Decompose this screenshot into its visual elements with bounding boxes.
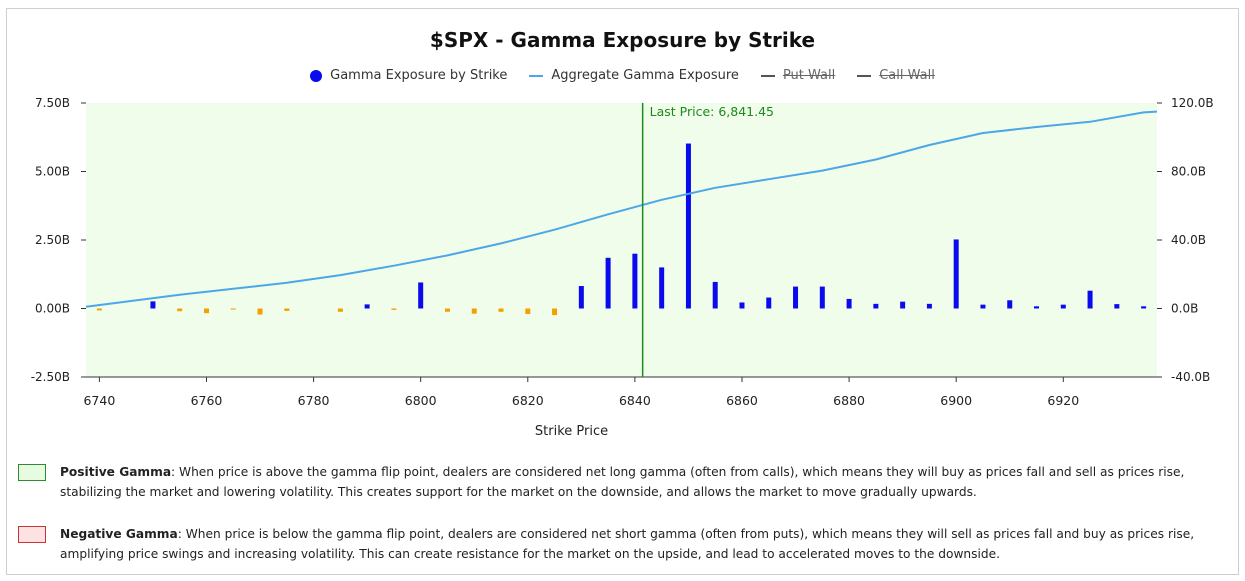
legend-line-icon: [857, 74, 872, 77]
x-axis-label: Strike Price: [535, 424, 608, 439]
gamma-bar: [819, 286, 825, 309]
x-tick-label: 6820: [512, 393, 544, 408]
gamma-bar: [391, 308, 397, 310]
x-tick-label: 6800: [405, 393, 437, 408]
gamma-bar: [498, 308, 504, 312]
legend-line-icon: [760, 74, 775, 77]
legend-item-put-wall[interactable]: Put Wall: [760, 68, 836, 83]
legend-dot-icon: [310, 69, 323, 82]
gamma-bar: [712, 281, 718, 309]
gamma-bar: [1060, 304, 1066, 309]
gamma-chart: 7.50B 5.00B 2.50B 0.00B -2.50B 120.0B 80.0B 40.…: [31, 96, 1214, 439]
gamma-bar: [257, 308, 263, 315]
legend-label: Aggregate Gamma Exposure: [551, 68, 739, 83]
gamma-bar: [1141, 306, 1147, 309]
legend-label: Put Wall: [782, 68, 836, 83]
gamma-bar: [337, 308, 343, 312]
y-right-tick-label: 120.0B: [1171, 96, 1214, 110]
y-right-tick-label: 40.0B: [1171, 233, 1206, 247]
gamma-bar: [793, 286, 799, 309]
gamma-bar: [578, 286, 584, 309]
y-left-tick-label: 2.50B: [35, 233, 70, 247]
legend-line-icon: [529, 74, 544, 77]
x-tick-label: 6780: [298, 393, 330, 408]
gamma-bar: [1087, 290, 1093, 309]
gamma-bar: [953, 239, 959, 309]
gamma-bar: [685, 143, 691, 309]
gamma-bar: [900, 301, 906, 309]
legend-item-gamma-by-strike[interactable]: Gamma Exposure by Strike: [310, 68, 507, 83]
x-tick-label: 6900: [940, 393, 972, 408]
gamma-bar: [846, 298, 852, 309]
aggregate-gamma-line: [85, 110, 1158, 308]
gamma-bar: [150, 301, 156, 309]
note-negative-gamma: Negative Gamma: When price is below the …: [18, 524, 1218, 564]
gamma-bar: [739, 302, 745, 309]
y-left-tick-label: 7.50B: [35, 96, 70, 110]
gamma-bar: [418, 282, 424, 309]
y-right-tick-label: -40.0B: [1171, 370, 1210, 384]
gamma-bar: [1007, 300, 1013, 309]
gamma-bar: [766, 297, 772, 309]
gamma-bar: [284, 308, 290, 311]
x-tick-label: 6920: [1047, 393, 1079, 408]
gamma-bar: [444, 308, 450, 312]
y-right-tick-label: 0.0B: [1171, 302, 1198, 316]
y-left-tick-label: -2.50B: [31, 370, 70, 384]
x-tick-label: 6880: [833, 393, 865, 408]
legend-label: Gamma Exposure by Strike: [330, 68, 508, 83]
x-tick-label: 6860: [726, 393, 758, 408]
plot-area: [86, 103, 1157, 377]
x-tick-label: 6840: [619, 393, 651, 408]
chart-legend: Gamma Exposure by Strike Aggregate Gamma…: [0, 68, 1245, 83]
negative-gamma-text: Negative Gamma: When price is below the …: [60, 527, 1195, 561]
y-right-tick-label: 80.0B: [1171, 165, 1206, 179]
chart-title: $SPX - Gamma Exposure by Strike: [429, 28, 816, 52]
gamma-bar: [471, 308, 477, 314]
gamma-bar: [1114, 304, 1120, 309]
gamma-bar: [926, 303, 932, 309]
gamma-bar: [632, 253, 638, 309]
gamma-bar: [980, 304, 986, 309]
x-tick-label: 6760: [191, 393, 223, 408]
legend-item-aggregate[interactable]: Aggregate Gamma Exposure: [529, 68, 739, 83]
gamma-bar: [873, 303, 879, 309]
gamma-bar: [230, 308, 236, 310]
gamma-bar: [659, 267, 665, 309]
gamma-bar: [96, 308, 102, 311]
legend-label: Call Wall: [879, 68, 935, 83]
gamma-bar: [203, 308, 209, 314]
y-left-tick-label: 0.00B: [35, 302, 70, 316]
y-left-tick-label: 5.00B: [35, 165, 70, 179]
gamma-bar: [364, 304, 370, 309]
legend-item-call-wall[interactable]: Call Wall: [857, 68, 935, 83]
gamma-bar: [1034, 306, 1040, 309]
last-price-label: Last Price: 6,841.45: [650, 104, 774, 119]
note-positive-gamma: Positive Gamma: When price is above the …: [18, 462, 1218, 502]
gamma-bar: [177, 308, 183, 312]
gamma-bar: [552, 308, 558, 316]
negative-gamma-swatch: [18, 526, 46, 543]
x-tick-label: 6740: [83, 393, 115, 408]
positive-gamma-text: Positive Gamma: When price is above the …: [60, 465, 1185, 499]
gamma-bar: [525, 308, 531, 314]
positive-gamma-swatch: [18, 464, 46, 481]
gamma-bar: [605, 257, 611, 309]
